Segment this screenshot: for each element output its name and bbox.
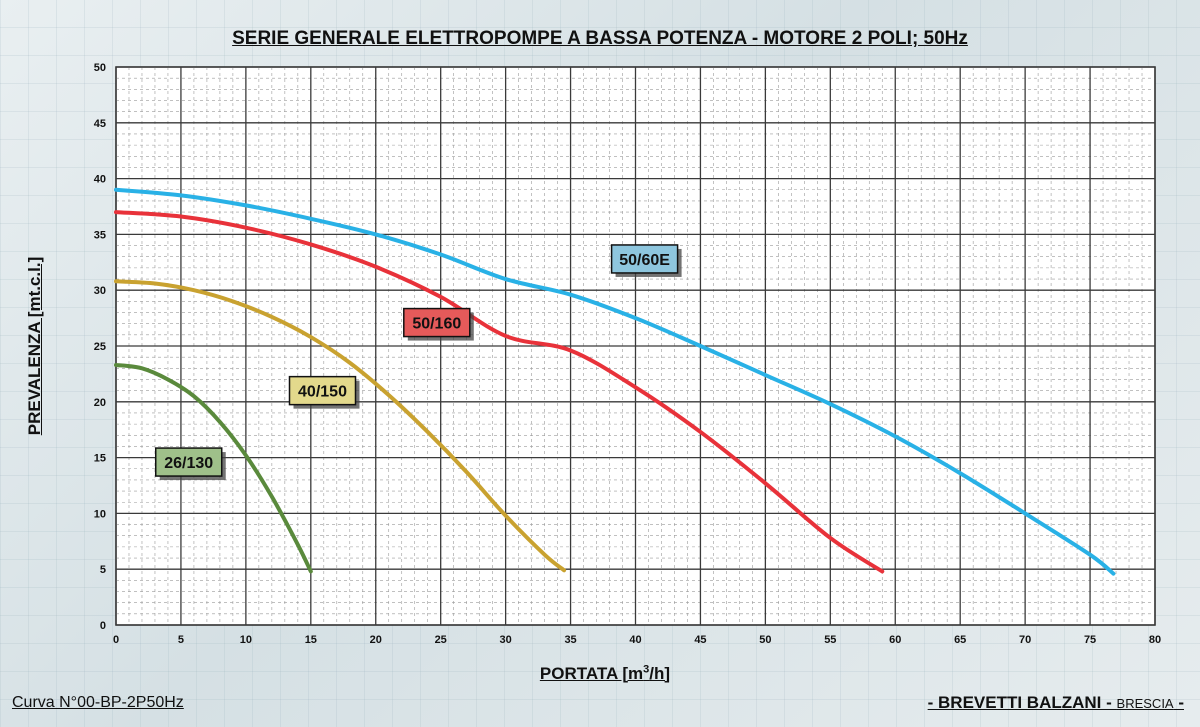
y-tick-label: 0 <box>100 620 106 632</box>
y-tick-label: 15 <box>94 453 106 465</box>
x-tick-label: 45 <box>694 634 706 646</box>
y-tick-label: 25 <box>94 341 106 353</box>
curve-label-50-160: 50/160 <box>403 307 474 341</box>
curve-label-text: 40/150 <box>298 384 347 401</box>
curve-label-26-130: 26/130 <box>154 447 226 481</box>
x-axis-label: PORTATA [m3/h] <box>539 663 671 683</box>
y-tick-label: 5 <box>100 564 106 576</box>
x-tick-label: 20 <box>370 634 382 646</box>
x-tick-label: 80 <box>1149 634 1161 646</box>
series-line-26-130 <box>114 362 313 574</box>
series-line-40-150 <box>114 279 567 573</box>
curve-label-text: 26/130 <box>164 455 213 472</box>
x-tick-label: 60 <box>889 634 901 646</box>
x-tick-label: 35 <box>564 634 576 646</box>
curve-label-50-60E: 50/60E <box>610 244 682 277</box>
y-axis-label: PREVALENZA [mt.c.l.] <box>25 256 44 436</box>
x-tick-label: 65 <box>954 634 966 646</box>
y-tick-label: 50 <box>94 62 106 74</box>
brand-footer: - BREVETTI BALZANI - BRESCIA - <box>927 693 1184 712</box>
x-tick-label: 40 <box>629 634 641 646</box>
x-tick-label: 15 <box>305 634 317 646</box>
y-tick-label: 40 <box>94 174 106 186</box>
x-tick-label: 55 <box>824 634 836 646</box>
x-tick-label: 70 <box>1019 634 1031 646</box>
y-tick-label: 35 <box>94 229 106 241</box>
y-tick-label: 45 <box>94 118 106 130</box>
x-tick-label: 50 <box>759 634 771 646</box>
y-tick-label: 20 <box>94 397 106 409</box>
chart-title: SERIE GENERALE ELETTROPOMPE A BASSA POTE… <box>232 28 968 49</box>
curve-label-40-150: 40/150 <box>288 375 360 409</box>
curve-number: Curva N°00-BP-2P50Hz <box>12 694 184 711</box>
brand-city: BRESCIA <box>1116 696 1174 711</box>
curve-label-text: 50/60E <box>619 252 670 269</box>
x-tick-label: 0 <box>113 634 119 646</box>
x-tick-label: 75 <box>1084 634 1096 646</box>
x-tick-label: 5 <box>178 634 184 646</box>
x-tick-label: 10 <box>240 634 252 646</box>
series-line-50-160 <box>114 210 885 574</box>
y-tick-label: 30 <box>94 285 106 297</box>
x-tick-label: 30 <box>500 634 512 646</box>
x-tick-label: 25 <box>435 634 447 646</box>
curve-label-text: 50/160 <box>412 316 461 333</box>
series-line-50-60E <box>114 187 1116 576</box>
y-tick-label: 10 <box>94 508 106 520</box>
